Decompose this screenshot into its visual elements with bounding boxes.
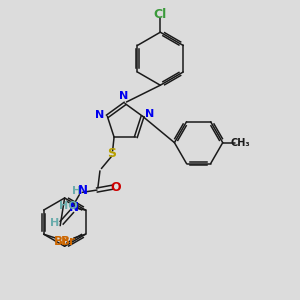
Text: H: H <box>50 218 59 228</box>
Text: H: H <box>72 186 81 196</box>
Text: N: N <box>95 110 105 120</box>
Text: Cl: Cl <box>154 8 167 21</box>
Text: O: O <box>111 181 122 194</box>
Text: HO: HO <box>58 201 77 211</box>
Text: N: N <box>69 202 79 214</box>
Text: N: N <box>78 184 88 197</box>
Text: N: N <box>119 91 128 101</box>
Text: S: S <box>107 147 116 160</box>
Text: Br: Br <box>54 236 69 248</box>
Text: Br: Br <box>60 236 75 248</box>
Text: N: N <box>146 109 154 119</box>
Text: CH₃: CH₃ <box>231 138 250 148</box>
